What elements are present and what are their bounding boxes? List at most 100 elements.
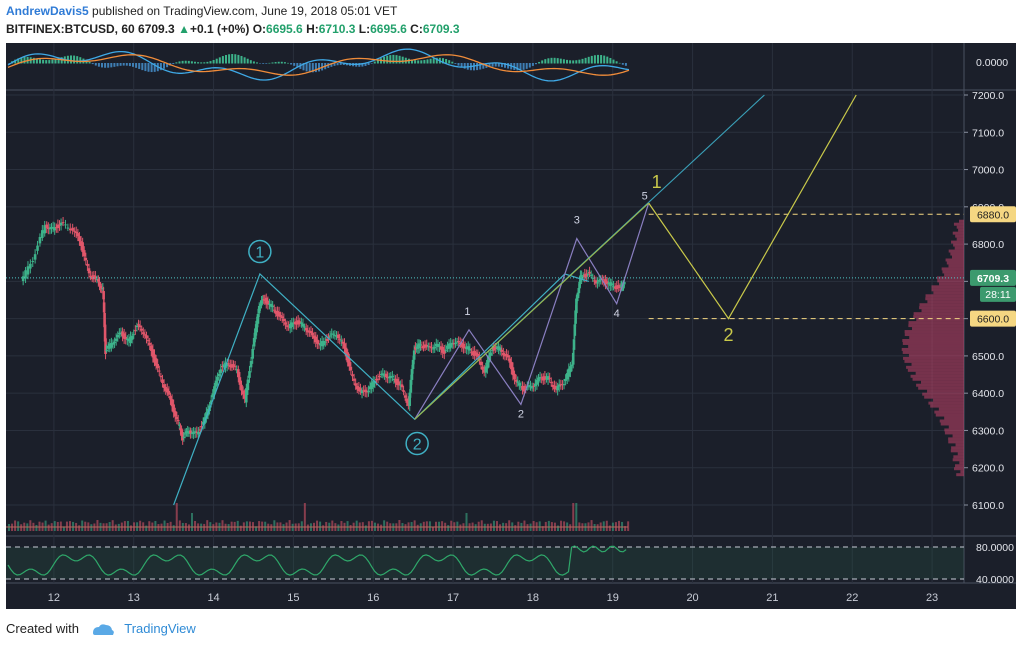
candle-body (405, 398, 409, 403)
level-tag (970, 206, 1016, 223)
candle-body (476, 353, 480, 357)
histogram-bar (593, 55, 596, 64)
histogram-bar (500, 63, 503, 68)
x-tick-label: 23 (926, 592, 938, 604)
candle-body (195, 431, 199, 433)
candle-body (612, 286, 615, 288)
histogram-bar (569, 60, 572, 64)
volume-profile-bar (910, 374, 964, 378)
volume-profile-bar (939, 419, 964, 423)
histogram-bar (215, 58, 218, 64)
volume-profile-bar (925, 297, 964, 301)
candle-body (101, 288, 105, 290)
candle-body (446, 345, 449, 349)
candle-body (172, 404, 175, 413)
candle-body (557, 384, 561, 387)
candle-body (559, 384, 563, 386)
candle-body (71, 227, 74, 231)
volume-profile-bar (948, 264, 964, 268)
candle-body (47, 227, 50, 230)
candle-body (516, 381, 520, 383)
volume-bar (169, 521, 172, 531)
author-link[interactable]: AndrewDavis5 (6, 4, 89, 18)
histogram-bar (541, 60, 544, 64)
volume-profile-bar (957, 452, 964, 456)
candle-body (200, 426, 203, 428)
histogram-bar (429, 58, 432, 64)
candle-body (541, 376, 545, 381)
volume-profile-bar (951, 446, 964, 450)
histogram-bar (243, 57, 246, 64)
candle-body (577, 288, 581, 294)
candle-body (572, 339, 576, 350)
chart-area[interactable]: 12 13 14 15 16 17 18 19 20 21 22 23 7200.0 7100.0 7000… (6, 43, 1016, 609)
wave-label: 2 (518, 408, 524, 420)
x-tick-label: 14 (207, 592, 219, 604)
candle-body (230, 364, 234, 368)
candle-body (54, 227, 58, 229)
candle-body (553, 385, 556, 390)
candle-body (328, 335, 332, 337)
candle-body (604, 279, 607, 285)
volume-profile-bar (953, 455, 964, 459)
candle-body (118, 332, 121, 335)
candle-body (347, 358, 351, 367)
volume-bar (230, 521, 233, 531)
candle-body (588, 271, 591, 274)
histogram-bar (448, 60, 451, 64)
histogram-bar (252, 61, 255, 64)
wave-label: 1 (255, 245, 264, 262)
histogram-bar (172, 63, 175, 65)
histogram-bar (8, 63, 10, 64)
y-tick-label: 7200.0 (972, 90, 1004, 102)
histogram-bar (621, 63, 624, 65)
candle-body (21, 276, 25, 282)
high-value: 6710.3 (318, 22, 356, 36)
candle-body (351, 374, 354, 377)
volume-bar (340, 521, 343, 531)
candle-body (425, 344, 429, 347)
candle-body (81, 242, 84, 253)
candle-body (110, 342, 113, 348)
volume-profile-bar (907, 368, 964, 372)
candle-body (518, 383, 521, 386)
volume-bar (227, 524, 230, 531)
candle-body (599, 279, 603, 281)
candle-body (181, 432, 184, 441)
volume-profile-bar (950, 252, 964, 256)
histogram-bar (147, 63, 150, 72)
tradingview-logo-icon (92, 623, 114, 635)
candle-body (502, 352, 505, 356)
volume-bar (191, 513, 193, 531)
candle-body (442, 349, 446, 354)
volume-profile-bar (903, 356, 964, 360)
volume-bar (84, 521, 87, 531)
volume-profile-bar (939, 282, 964, 286)
wave-label: 1 (464, 306, 470, 318)
candle-body (154, 358, 158, 366)
candle-body (468, 348, 472, 351)
candle-body (209, 400, 213, 405)
histogram-bar (609, 57, 612, 64)
volume-bar (206, 520, 209, 531)
volume-bar (337, 524, 340, 531)
volume-bar (456, 521, 459, 531)
rsi-upper-label: 80.0000 (976, 542, 1014, 554)
tradingview-link[interactable]: TradingView (124, 621, 196, 636)
volume-bar (139, 520, 142, 531)
candle-body (605, 281, 609, 285)
candle-body (140, 328, 144, 331)
candle-body (613, 286, 617, 289)
volume-bar (404, 524, 407, 531)
histogram-bar (293, 63, 296, 66)
price-chart[interactable]: 12 13 14 15 16 17 18 19 20 21 22 237200.07100.07000… (6, 43, 1016, 609)
volume-profile-bar (916, 383, 964, 387)
volume-bar (20, 524, 23, 531)
candle-body (511, 367, 515, 376)
histogram-bar (200, 62, 203, 64)
candle-body (285, 325, 289, 327)
volume-profile-bar (958, 219, 964, 223)
candle-body (269, 303, 273, 307)
candle-body (569, 366, 572, 373)
candle-body (142, 332, 145, 334)
